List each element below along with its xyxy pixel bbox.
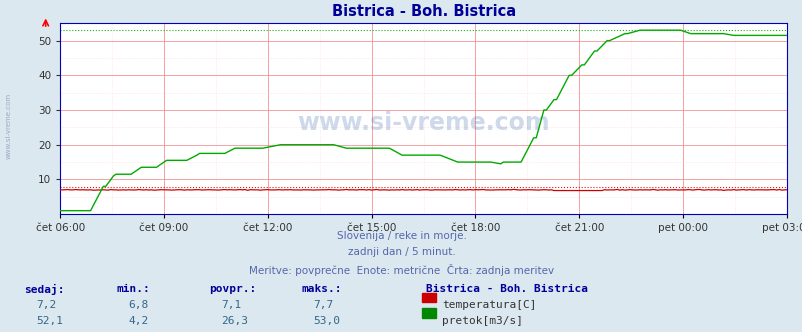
Text: Slovenija / reke in morje.: Slovenija / reke in morje. bbox=[336, 231, 466, 241]
Text: pretok[m3/s]: pretok[m3/s] bbox=[442, 316, 523, 326]
Text: 7,2: 7,2 bbox=[36, 300, 56, 310]
Text: Meritve: povprečne  Enote: metrične  Črta: zadnja meritev: Meritve: povprečne Enote: metrične Črta:… bbox=[249, 264, 553, 276]
Text: povpr.:: povpr.: bbox=[209, 284, 256, 294]
Text: 7,7: 7,7 bbox=[313, 300, 333, 310]
Text: www.si-vreme.com: www.si-vreme.com bbox=[297, 111, 549, 134]
Text: maks.:: maks.: bbox=[301, 284, 341, 294]
Text: sedaj:: sedaj: bbox=[24, 284, 64, 295]
Text: 4,2: 4,2 bbox=[128, 316, 148, 326]
Text: 7,1: 7,1 bbox=[221, 300, 241, 310]
Text: Bistrica - Boh. Bistrica: Bistrica - Boh. Bistrica bbox=[425, 284, 587, 294]
Text: 6,8: 6,8 bbox=[128, 300, 148, 310]
Text: 53,0: 53,0 bbox=[313, 316, 340, 326]
Title: Bistrica - Boh. Bistrica: Bistrica - Boh. Bistrica bbox=[331, 4, 515, 19]
Text: temperatura[C]: temperatura[C] bbox=[442, 300, 537, 310]
Text: min.:: min.: bbox=[116, 284, 150, 294]
Text: zadnji dan / 5 minut.: zadnji dan / 5 minut. bbox=[347, 247, 455, 257]
Text: 52,1: 52,1 bbox=[36, 316, 63, 326]
Text: 26,3: 26,3 bbox=[221, 316, 248, 326]
Text: www.si-vreme.com: www.si-vreme.com bbox=[6, 93, 11, 159]
